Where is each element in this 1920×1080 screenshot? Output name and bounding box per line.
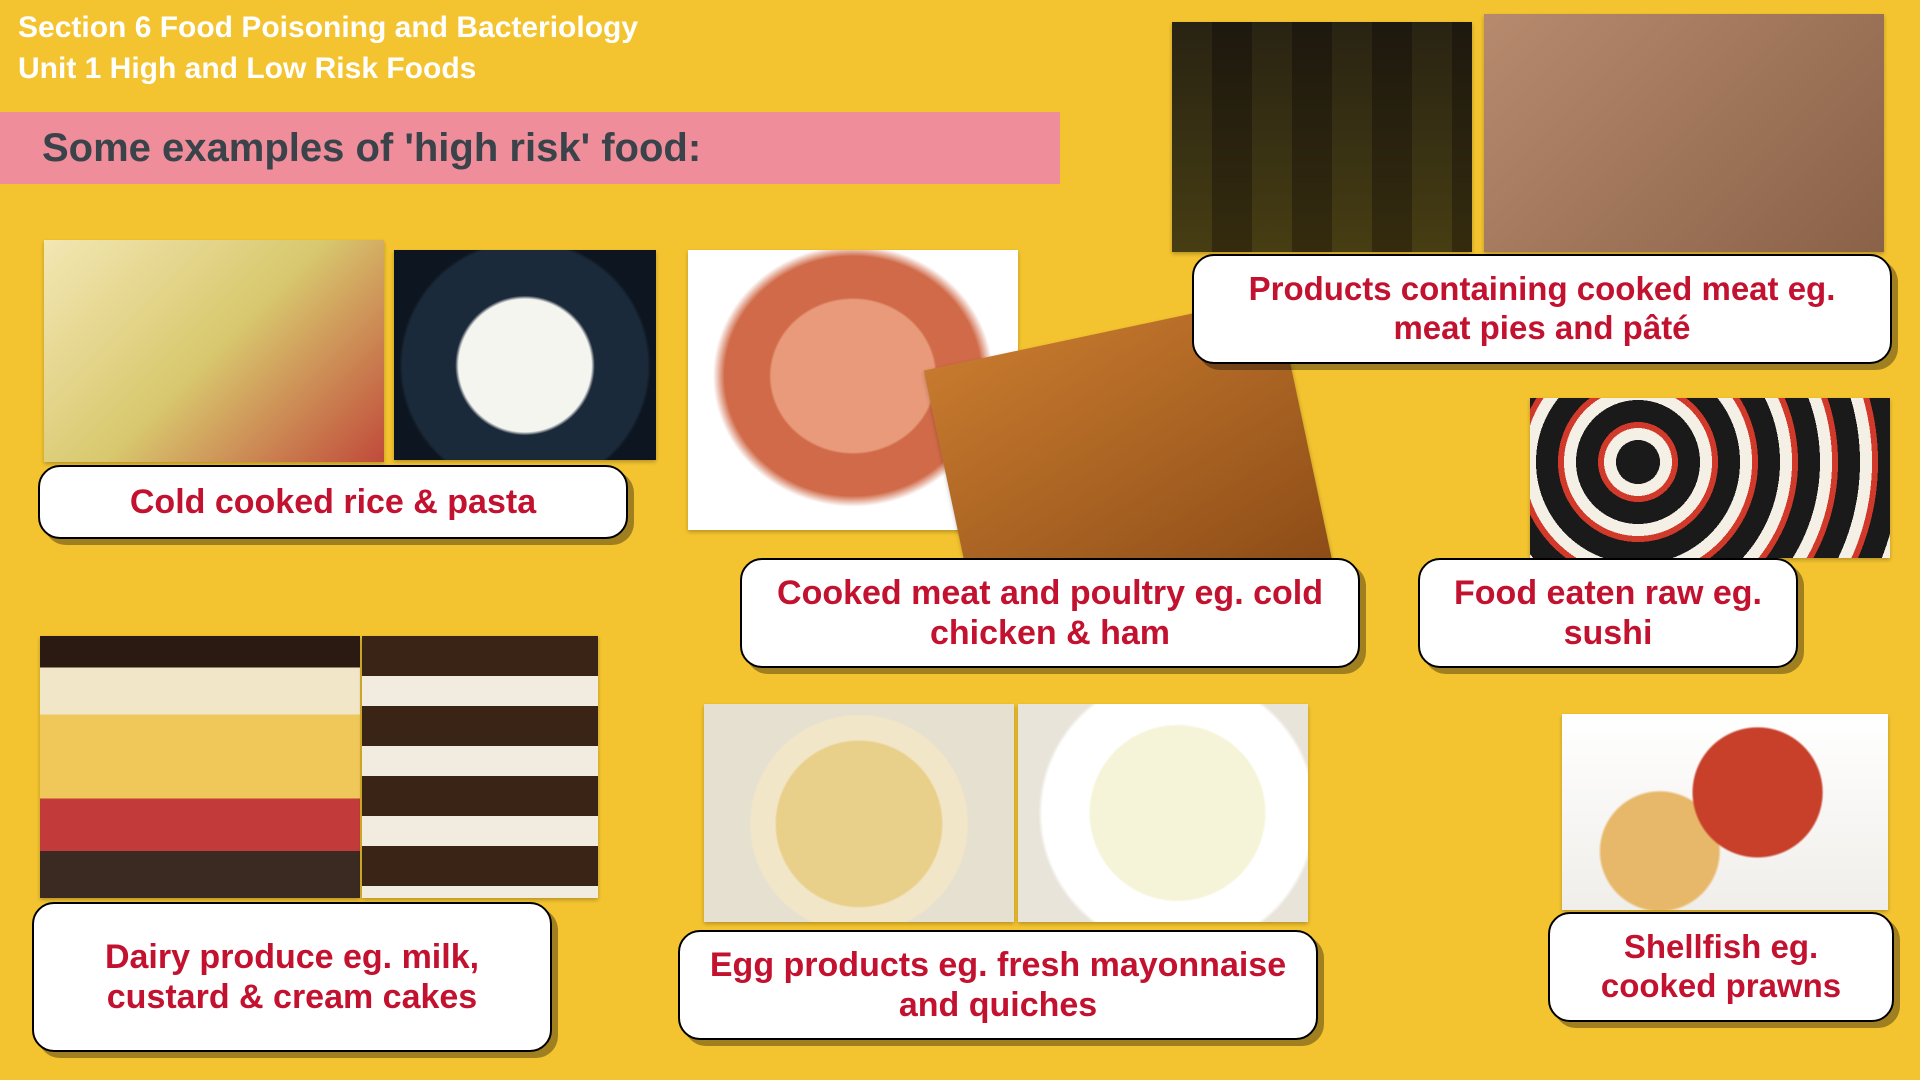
sushi-image (1530, 398, 1890, 558)
rice-image (394, 250, 656, 460)
shellfish-image (1562, 714, 1888, 910)
slide-canvas: Section 6 Food Poisoning and Bacteriolog… (0, 0, 1920, 1080)
title-text: Some examples of 'high risk' food: (42, 126, 701, 171)
meat-pies-image (1172, 22, 1472, 252)
pasta-image (44, 240, 384, 462)
pate-image (1484, 14, 1884, 252)
trifle-image (40, 636, 360, 898)
label-dairy: Dairy produce eg. milk, custard & cream … (32, 902, 552, 1052)
label-cooked-meat-products: Products containing cooked meat eg. meat… (1192, 254, 1892, 364)
label-raw-sushi: Food eaten raw eg. sushi (1418, 558, 1798, 668)
slide-header: Section 6 Food Poisoning and Bacteriolog… (18, 8, 638, 89)
header-line-1: Section 6 Food Poisoning and Bacteriolog… (18, 8, 638, 49)
label-rice-pasta: Cold cooked rice & pasta (38, 465, 628, 539)
mayo-image (1018, 704, 1308, 922)
quiche-image (704, 704, 1014, 922)
label-egg-products: Egg products eg. fresh mayonnaise and qu… (678, 930, 1318, 1040)
header-line-2: Unit 1 High and Low Risk Foods (18, 49, 638, 90)
label-shellfish: Shellfish eg. cooked prawns (1548, 912, 1894, 1022)
title-bar: Some examples of 'high risk' food: (0, 112, 1060, 184)
label-cooked-meat-poultry: Cooked meat and poultry eg. cold chicken… (740, 558, 1360, 668)
cream-cakes-image (362, 636, 598, 898)
